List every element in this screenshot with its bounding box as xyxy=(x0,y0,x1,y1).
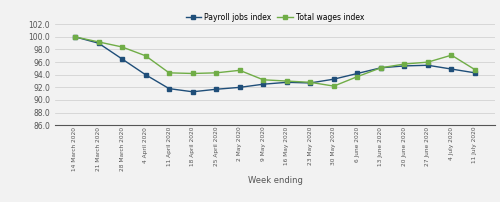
Total wages index xyxy=(378,67,384,69)
X-axis label: Week ending: Week ending xyxy=(248,176,302,185)
Line: Total wages index: Total wages index xyxy=(74,35,476,88)
Payroll jobs index xyxy=(284,81,290,83)
Payroll jobs index xyxy=(142,74,148,76)
Payroll jobs index xyxy=(378,67,384,69)
Payroll jobs index xyxy=(354,72,360,75)
Total wages index xyxy=(425,61,431,63)
Total wages index xyxy=(190,72,196,75)
Payroll jobs index xyxy=(331,78,337,80)
Total wages index xyxy=(448,54,454,56)
Total wages index xyxy=(166,72,172,74)
Payroll jobs index xyxy=(190,90,196,93)
Payroll jobs index xyxy=(119,58,125,60)
Total wages index xyxy=(402,63,407,65)
Total wages index xyxy=(142,55,148,57)
Payroll jobs index xyxy=(236,86,242,88)
Payroll jobs index xyxy=(260,83,266,85)
Payroll jobs index xyxy=(96,42,102,44)
Payroll jobs index xyxy=(213,88,219,90)
Payroll jobs index xyxy=(425,64,431,66)
Total wages index xyxy=(72,36,78,38)
Total wages index xyxy=(96,41,102,43)
Total wages index xyxy=(284,80,290,82)
Legend: Payroll jobs index, Total wages index: Payroll jobs index, Total wages index xyxy=(182,10,368,25)
Total wages index xyxy=(354,75,360,78)
Total wages index xyxy=(331,85,337,87)
Payroll jobs index xyxy=(308,82,314,84)
Payroll jobs index xyxy=(72,36,78,38)
Line: Payroll jobs index: Payroll jobs index xyxy=(74,35,476,94)
Payroll jobs index xyxy=(448,68,454,70)
Payroll jobs index xyxy=(472,72,478,74)
Total wages index xyxy=(260,79,266,81)
Payroll jobs index xyxy=(166,87,172,90)
Total wages index xyxy=(119,46,125,48)
Payroll jobs index xyxy=(402,65,407,67)
Total wages index xyxy=(236,69,242,72)
Total wages index xyxy=(308,81,314,83)
Total wages index xyxy=(472,68,478,71)
Total wages index xyxy=(213,72,219,74)
